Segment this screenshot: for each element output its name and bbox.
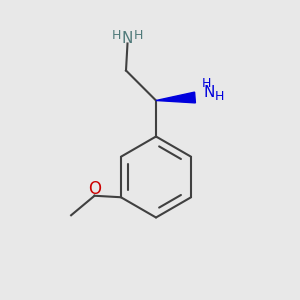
Text: O: O <box>88 180 101 198</box>
Text: H: H <box>214 90 224 103</box>
Text: N: N <box>203 85 215 100</box>
Polygon shape <box>156 92 195 103</box>
Text: N: N <box>122 31 133 46</box>
Text: H: H <box>134 28 144 42</box>
Text: H: H <box>111 28 121 42</box>
Text: H: H <box>201 77 211 90</box>
